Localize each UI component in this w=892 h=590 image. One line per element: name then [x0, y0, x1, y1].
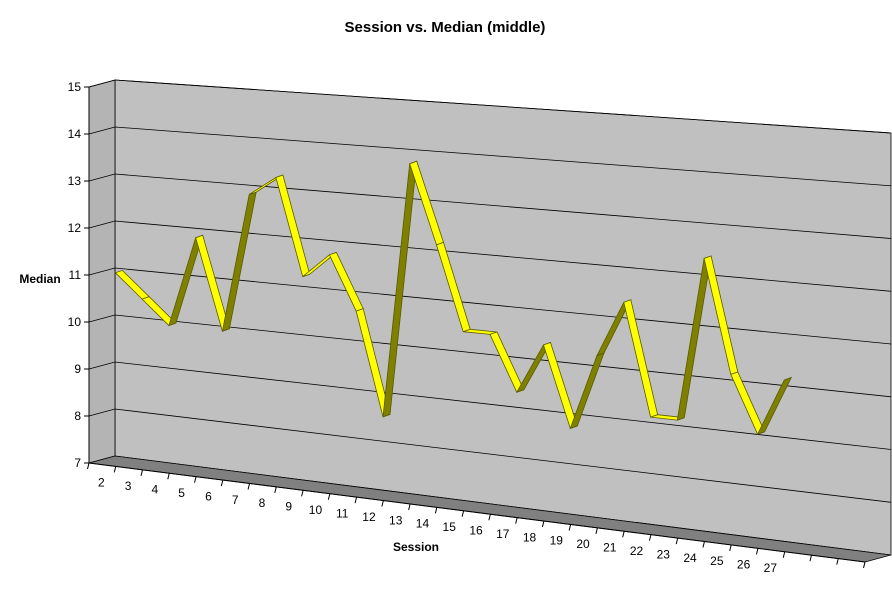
x-tick-label: 10 [309, 503, 323, 517]
x-tick-label: 3 [125, 479, 132, 493]
x-tick-label: 17 [496, 527, 510, 541]
x-tick-label: 13 [389, 513, 403, 527]
x-tick-label: 24 [683, 551, 697, 565]
gridline [88, 408, 892, 503]
x-tick-mark [354, 497, 358, 504]
x-tick-label: 20 [576, 537, 590, 551]
y-tick-label: 11 [69, 268, 82, 282]
y-tick-label: 13 [68, 174, 82, 188]
x-tick-mark [729, 544, 732, 552]
x-tick-mark [863, 561, 866, 569]
x-tick-label: 26 [737, 558, 751, 572]
y-tick-label: 15 [68, 80, 82, 94]
x-axis-label: Session [393, 540, 439, 554]
x-tick-label: 11 [336, 506, 349, 520]
x-tick-mark [274, 486, 277, 494]
x-tick-label: 27 [764, 561, 778, 575]
x-tick-mark [220, 479, 224, 487]
x-tick-label: 9 [285, 500, 292, 514]
x-tick-label: 15 [443, 520, 457, 534]
x-tick-mark [595, 527, 598, 534]
gridline [88, 220, 892, 292]
x-tick-mark [87, 462, 90, 470]
data-series-ribbon [114, 160, 793, 435]
x-tick-mark [782, 551, 786, 558]
y-axis-ticks: 7 8 9 10 11 12 13 14 15 [68, 80, 90, 470]
x-tick-mark [301, 490, 304, 497]
x-tick-mark [836, 558, 839, 565]
x-tick-label: 25 [710, 554, 724, 568]
x-tick-label: 22 [630, 544, 644, 558]
x-tick-mark [541, 520, 545, 528]
y-tick-label: 8 [74, 409, 81, 423]
x-tick-mark [381, 500, 384, 507]
x-tick-mark [488, 514, 491, 521]
series-segment [756, 376, 793, 435]
x-tick-label: 5 [178, 486, 185, 500]
x-tick-label: 16 [469, 524, 483, 538]
x-tick-mark [140, 469, 144, 476]
x-tick-label: 23 [657, 547, 671, 561]
x-tick-mark [167, 473, 170, 480]
x-tick-mark [568, 524, 572, 531]
x-tick-label: 8 [259, 496, 266, 510]
y-tick-label: 9 [74, 362, 81, 376]
x-tick-mark [622, 531, 625, 538]
y-tick-label: 14 [68, 127, 82, 141]
chart-title: Session vs. Median (middle) [345, 19, 546, 36]
x-tick-mark [755, 548, 759, 555]
y-tick-label: 10 [68, 315, 82, 329]
x-tick-mark [809, 555, 812, 562]
x-tick-label: 6 [205, 489, 212, 503]
x-tick-label: 2 [98, 476, 105, 490]
x-tick-mark [675, 537, 679, 545]
gridline [88, 79, 892, 134]
y-tick-label: 7 [74, 456, 81, 470]
x-tick-mark [408, 503, 411, 511]
x-tick-label: 18 [523, 530, 537, 544]
x-tick-label: 14 [416, 517, 430, 531]
x-tick-mark [194, 476, 197, 483]
x-tick-mark [515, 517, 518, 524]
x-tick-mark [327, 493, 331, 500]
x-tick-label: 21 [603, 541, 617, 555]
x-tick-mark [461, 510, 465, 517]
y-axis-label: Median [19, 272, 60, 286]
y-tick-label: 12 [68, 221, 82, 235]
x-tick-label: 12 [362, 510, 376, 524]
x-tick-mark [648, 534, 652, 541]
gridline [88, 361, 892, 450]
gridline [88, 126, 892, 187]
x-tick-mark [434, 507, 438, 514]
x-tick-label: 4 [152, 483, 159, 497]
x-tick-mark [113, 466, 117, 473]
x-tick-label: 7 [232, 493, 239, 507]
x-tick-mark [247, 483, 251, 490]
gridline [88, 173, 892, 239]
gridline [88, 314, 892, 398]
x-tick-mark [702, 541, 705, 548]
x-tick-label: 19 [550, 534, 564, 548]
x-axis-ticks: 2 3 4 5 6 7 8 9 10 11 12 13 14 15 16 17 18 19 20 21 22 23 24 25… [87, 462, 866, 575]
x-axis-line [88, 462, 866, 563]
